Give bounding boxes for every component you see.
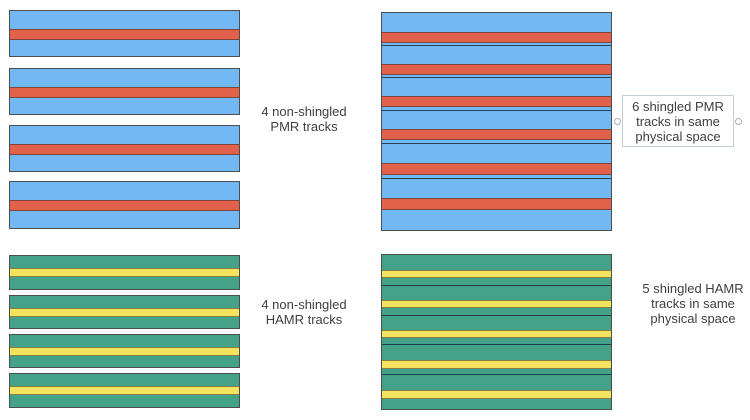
pmr-track-stripe <box>382 210 611 230</box>
pmr-write-stripe <box>382 198 611 210</box>
pmr-write-stripe <box>10 200 239 211</box>
hamr-track-stripe <box>382 369 611 375</box>
hamr-track-stripe <box>10 395 239 407</box>
pmr-track-stripe <box>10 98 239 114</box>
pmr-track-stripe <box>382 43 611 46</box>
hamr-nonshingled-track <box>9 334 240 368</box>
hamr-track-stripe <box>10 277 239 289</box>
hamr-nonshingled-track <box>9 295 240 329</box>
hamr-track-stripe <box>10 256 239 268</box>
pmr-write-stripe <box>10 29 239 40</box>
hamr-shingled-band <box>381 254 612 410</box>
pmr-track-stripe <box>10 69 239 87</box>
hamr-write-stripe <box>382 390 611 399</box>
hamr-write-stripe <box>382 300 611 308</box>
callout-pmr-shingled[interactable]: 6 shingled PMR tracks in same physical s… <box>614 95 742 147</box>
hamr-track-stripe <box>382 345 611 360</box>
selection-handle-right-icon[interactable] <box>735 118 742 125</box>
hamr-track-stripe <box>382 338 611 345</box>
hamr-write-stripe <box>382 330 611 338</box>
pmr-track-stripe <box>382 175 611 179</box>
pmr-write-stripe <box>10 144 239 155</box>
hamr-track-stripe <box>382 375 611 390</box>
pmr-shingled-band <box>381 12 612 231</box>
pmr-track-stripe <box>382 144 611 163</box>
hamr-write-stripe <box>382 360 611 369</box>
hamr-write-stripe <box>10 308 239 317</box>
pmr-track-stripe <box>10 126 239 144</box>
hamr-track-stripe <box>382 308 611 316</box>
pmr-nonshingled-track <box>9 10 240 57</box>
hamr-track-stripe <box>382 316 611 330</box>
label-pmr-shingled: 6 shingled PMR tracks in same physical s… <box>632 98 724 144</box>
pmr-nonshingled-track <box>9 125 240 172</box>
pmr-track-stripe <box>382 111 611 129</box>
hamr-track-stripe <box>10 317 239 328</box>
pmr-track-stripe <box>10 211 239 228</box>
pmr-track-stripe <box>382 46 611 64</box>
hamr-track-stripe <box>10 374 239 386</box>
label-hamr-shingled: 5 shingled HAMR tracks in same physical … <box>642 281 744 326</box>
pmr-track-stripe <box>382 179 611 198</box>
pmr-write-stripe <box>382 163 611 175</box>
hamr-track-stripe <box>10 335 239 347</box>
hamr-write-stripe <box>10 268 239 277</box>
hamr-track-stripe <box>382 399 611 409</box>
hamr-track-stripe <box>382 278 611 286</box>
pmr-track-stripe <box>382 75 611 78</box>
pmr-track-stripe <box>10 40 239 56</box>
pmr-nonshingled-track <box>9 68 240 115</box>
hamr-track-stripe <box>382 286 611 300</box>
pmr-track-stripe <box>382 13 611 32</box>
hamr-track-stripe <box>10 296 239 308</box>
pmr-track-stripe <box>382 107 611 111</box>
selection-handle-left-icon[interactable] <box>614 118 621 125</box>
hamr-track-stripe <box>10 356 239 367</box>
pmr-track-stripe <box>10 155 239 171</box>
pmr-track-stripe <box>10 182 239 200</box>
hamr-nonshingled-track <box>9 255 240 290</box>
hamr-write-stripe <box>382 270 611 278</box>
hamr-write-stripe <box>10 347 239 356</box>
pmr-track-stripe <box>382 140 611 144</box>
hamr-write-stripe <box>10 386 239 395</box>
pmr-write-stripe <box>382 129 611 140</box>
pmr-write-stripe <box>382 96 611 107</box>
label-pmr-nonshingled: 4 non-shingled PMR tracks <box>261 104 347 134</box>
pmr-write-stripe <box>382 64 611 75</box>
hamr-nonshingled-track <box>9 373 240 408</box>
label-hamr-nonshingled: 4 non-shingled HAMR tracks <box>261 297 347 327</box>
pmr-write-stripe <box>382 32 611 43</box>
pmr-track-stripe <box>382 78 611 96</box>
pmr-write-stripe <box>10 87 239 98</box>
pmr-track-stripe <box>10 11 239 29</box>
pmr-nonshingled-track <box>9 181 240 229</box>
hamr-track-stripe <box>382 255 611 270</box>
